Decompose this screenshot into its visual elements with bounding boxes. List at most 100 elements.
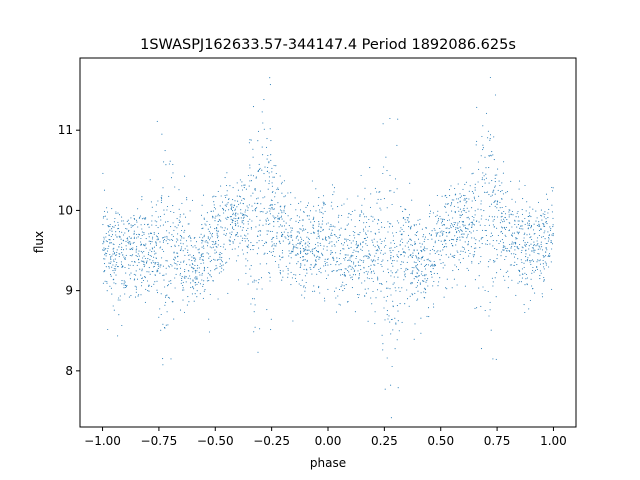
- data-point: [430, 264, 432, 266]
- data-point: [270, 318, 272, 320]
- data-point: [201, 224, 203, 226]
- data-point: [307, 249, 309, 251]
- data-point: [171, 265, 173, 267]
- data-point: [505, 235, 507, 238]
- data-point: [296, 231, 298, 233]
- data-point: [391, 203, 393, 206]
- data-point: [238, 195, 241, 197]
- data-point: [108, 262, 110, 264]
- data-point: [312, 253, 314, 255]
- data-point: [316, 255, 318, 257]
- data-point: [529, 299, 531, 302]
- data-point: [491, 277, 493, 279]
- chart-title: 1SWASPJ162633.57-344147.4 Period 1892086…: [140, 37, 516, 53]
- data-point: [507, 270, 509, 272]
- data-point: [311, 249, 313, 251]
- data-point: [253, 331, 255, 333]
- data-point: [476, 307, 478, 309]
- data-point: [255, 176, 257, 178]
- data-point: [253, 311, 255, 313]
- data-point: [166, 285, 169, 287]
- data-point: [234, 248, 236, 250]
- data-point: [271, 182, 273, 184]
- data-point: [232, 206, 234, 208]
- data-point: [347, 259, 349, 262]
- data-point: [235, 224, 237, 226]
- data-point: [287, 276, 289, 278]
- data-point: [374, 323, 376, 325]
- data-point: [192, 280, 194, 282]
- data-point: [326, 239, 328, 241]
- data-point: [238, 203, 240, 205]
- data-point: [394, 178, 397, 180]
- data-point: [319, 267, 321, 269]
- data-point: [154, 220, 156, 222]
- data-point: [469, 252, 471, 255]
- data-point: [162, 240, 165, 242]
- data-point: [164, 286, 166, 288]
- data-point: [430, 234, 432, 236]
- data-point: [536, 265, 538, 268]
- data-point: [193, 300, 195, 302]
- data-point: [327, 288, 329, 290]
- data-point: [180, 248, 182, 250]
- data-point: [196, 270, 198, 272]
- data-point: [364, 187, 366, 189]
- data-point: [420, 317, 422, 319]
- data-point: [113, 268, 115, 270]
- data-point: [174, 186, 176, 188]
- data-point: [110, 235, 112, 238]
- data-point: [513, 256, 516, 258]
- data-point: [195, 278, 197, 280]
- data-point: [138, 250, 140, 252]
- data-point: [452, 224, 454, 226]
- data-point: [524, 242, 526, 244]
- data-point: [325, 236, 327, 238]
- data-point: [483, 191, 486, 193]
- data-point: [119, 295, 121, 297]
- data-point: [120, 238, 122, 240]
- data-point: [170, 226, 172, 228]
- data-point: [303, 229, 305, 231]
- data-point: [258, 240, 260, 242]
- data-point: [411, 293, 413, 295]
- data-point: [518, 248, 520, 250]
- data-point: [435, 232, 437, 234]
- data-point: [335, 311, 338, 313]
- data-point: [217, 235, 219, 237]
- data-point: [427, 285, 429, 287]
- data-point: [442, 233, 444, 235]
- data-point: [243, 216, 245, 218]
- data-point: [234, 220, 236, 222]
- data-point: [148, 236, 150, 238]
- data-point: [358, 277, 360, 279]
- data-point: [407, 217, 409, 219]
- data-point: [142, 257, 144, 259]
- data-point: [135, 274, 137, 276]
- data-point: [512, 232, 514, 234]
- data-point: [144, 245, 146, 247]
- data-point: [476, 106, 478, 108]
- data-point: [515, 216, 517, 218]
- data-point: [154, 281, 156, 283]
- data-point: [318, 229, 320, 231]
- data-point: [416, 249, 418, 251]
- data-point: [353, 263, 355, 265]
- data-point: [129, 278, 131, 280]
- data-point: [453, 224, 455, 226]
- data-point: [370, 297, 372, 299]
- data-point: [348, 259, 350, 261]
- data-point: [270, 154, 272, 156]
- data-point: [173, 262, 175, 264]
- data-point: [335, 264, 337, 266]
- data-point: [516, 212, 518, 214]
- data-point: [174, 267, 176, 269]
- data-point: [370, 259, 372, 261]
- data-point: [208, 230, 210, 232]
- data-point: [471, 173, 473, 175]
- data-point: [186, 199, 188, 201]
- data-point: [426, 315, 428, 317]
- data-point: [271, 204, 273, 206]
- data-point: [436, 223, 438, 225]
- data-point: [373, 264, 375, 266]
